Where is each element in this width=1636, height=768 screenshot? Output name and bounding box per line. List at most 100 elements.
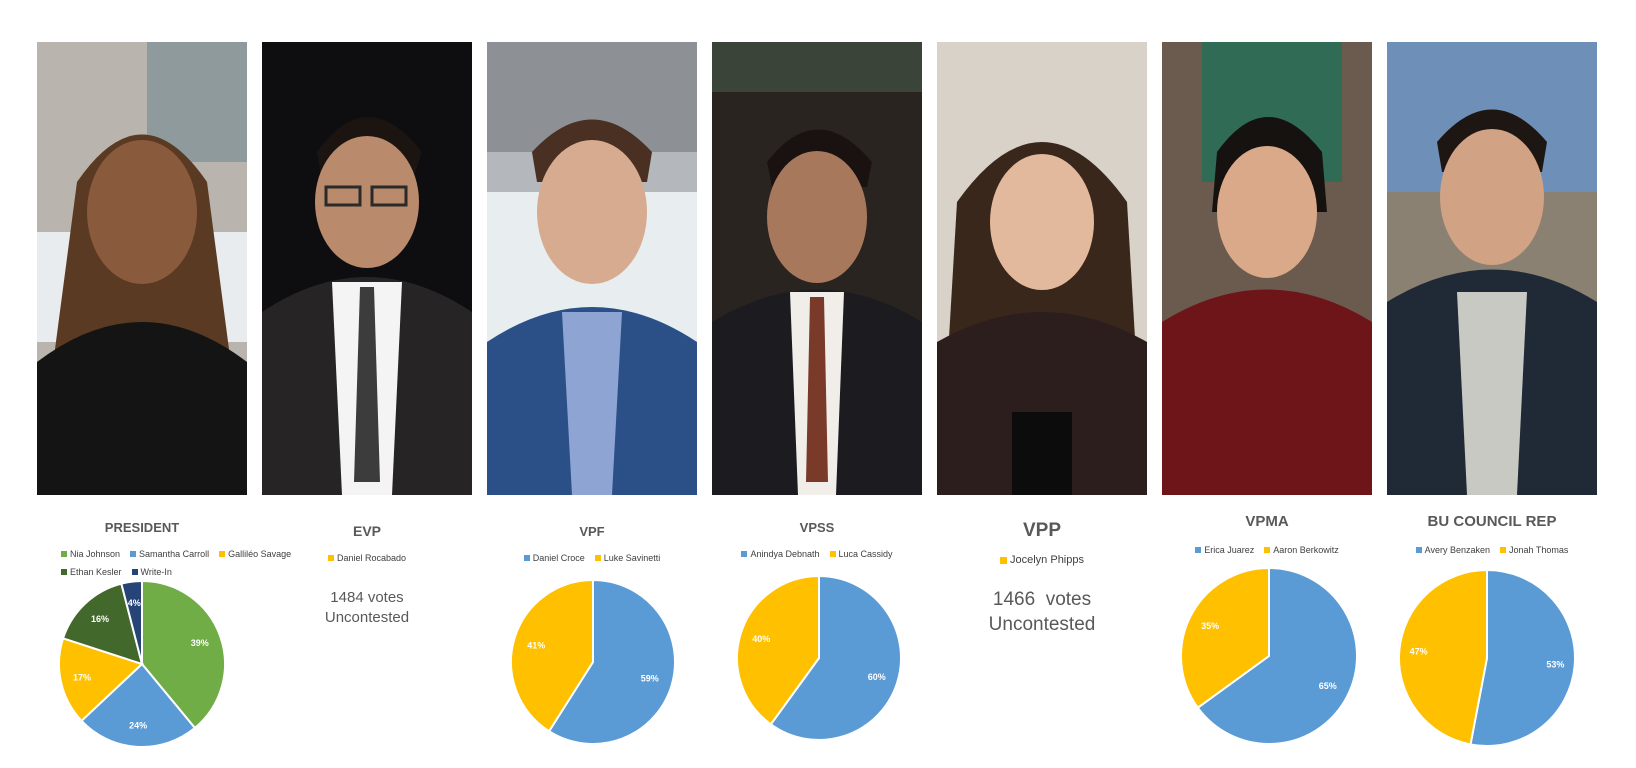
vote-count: 1484 votes — [330, 589, 404, 606]
pie-chart: 59% 41% — [510, 578, 676, 745]
bu-council-rep-results: BU COUNCIL REP Avery Benzaken Jonah Thom… — [1387, 500, 1597, 768]
candidate-photo-evp — [262, 42, 472, 495]
pie-data-label: 17% — [73, 672, 91, 682]
legend-item: Avery Benzaken — [1415, 545, 1490, 555]
legend-swatch — [1500, 547, 1506, 553]
legend-item: Ethan Kesler — [61, 567, 122, 577]
legend-label: Nia Johnson — [70, 549, 121, 559]
legend-label: Aaron Berkowitz — [1273, 545, 1339, 555]
candidate-photo-president — [37, 42, 247, 495]
chart-legend: Avery Benzaken Jonah Thomas — [1387, 545, 1597, 560]
pie-data-label: 65% — [1319, 681, 1337, 691]
pie-slice — [1469, 568, 1576, 747]
candidate-photo-vpss — [712, 42, 922, 495]
candidate-photo-vpp — [937, 42, 1147, 495]
pie-data-label: 59% — [641, 673, 659, 683]
pie-slice — [61, 582, 144, 666]
chart-legend: Nia Johnson Samantha Carroll Galliléo Sa… — [37, 549, 291, 582]
legend-swatch — [1195, 547, 1202, 553]
pie-chart: 60% 40% — [736, 574, 902, 741]
legend-swatch — [1415, 547, 1422, 553]
legend-item: Anindya Debnath — [741, 549, 820, 559]
pie-data-label: 16% — [91, 614, 109, 624]
pie-slice — [736, 574, 820, 726]
legend-label: Jocelyn Phipps — [1010, 554, 1084, 566]
legend-label: Luca Cassidy — [838, 549, 893, 559]
legend-item: Luke Savinetti — [594, 553, 661, 563]
legend-swatch — [1264, 547, 1271, 553]
chart-legend: Daniel Rocabado — [262, 553, 472, 568]
chart-title: VPF — [579, 524, 605, 539]
candidate-photo-bu-council-rep — [1387, 42, 1597, 495]
legend-swatch — [594, 555, 601, 561]
pie-data-label: 35% — [1201, 621, 1219, 631]
legend-swatch — [741, 551, 748, 557]
legend-item: Daniel Croce — [523, 553, 585, 563]
legend-label: Luke Savinetti — [603, 553, 661, 563]
pie-slice — [1196, 566, 1358, 745]
pie-data-label: 4% — [128, 598, 141, 608]
legend-swatch — [61, 569, 67, 575]
vpma-results: VPMA Erica Juarez Aaron Berkowitz 65% 35% — [1162, 500, 1372, 768]
legend-item: Daniel Rocabado — [327, 553, 406, 563]
pie-slice — [58, 637, 144, 723]
pie-data-label: 47% — [1410, 647, 1428, 657]
pie-slice — [510, 578, 594, 733]
legend-item: Jonah Thomas — [1500, 545, 1568, 555]
legend-item: Write-In — [131, 567, 172, 577]
chart-title: EVP — [352, 523, 381, 539]
pie-data-label: 40% — [752, 634, 770, 644]
legend-item: Jocelyn Phipps — [1000, 554, 1084, 566]
uncontested-label: Uncontested — [324, 608, 410, 626]
pie-data-label: 39% — [191, 638, 209, 648]
vpss-results: VPSS Anindya Debnath Luca Cassidy 60% 40% — [712, 500, 922, 768]
legend-label: Write-In — [140, 567, 172, 577]
legend-swatch — [327, 555, 334, 561]
vote-count: 1466 votes — [992, 589, 1092, 610]
pie-slice — [1180, 566, 1270, 710]
chart-legend: Daniel Croce Luke Savinetti — [487, 553, 697, 568]
legend-label: Avery Benzaken — [1424, 545, 1490, 555]
chart-title: VPP — [1022, 520, 1062, 541]
pie-data-label: 41% — [527, 641, 545, 651]
legend-swatch — [523, 555, 530, 561]
legend-item: Erica Juarez — [1195, 545, 1254, 555]
legend-swatch — [219, 551, 226, 557]
uncontested-label: Uncontested — [988, 613, 1096, 635]
legend-swatch — [829, 551, 836, 557]
chart-title: PRESIDENT — [104, 520, 180, 535]
legend-label: Samantha Carroll — [139, 549, 210, 559]
legend-item: Galliléo Savage — [219, 549, 291, 559]
pie-slice — [80, 662, 197, 748]
pie-chart: 53% 47% — [1398, 568, 1576, 747]
pie-slice — [769, 574, 902, 741]
president-results: PRESIDENT Nia Johnson Samantha Carroll G… — [37, 500, 291, 768]
legend-label: Daniel Croce — [532, 553, 585, 563]
legend-swatch — [130, 551, 137, 557]
legend-label: Anindya Debnath — [750, 549, 820, 559]
pie-slice — [1398, 568, 1488, 746]
pie-data-label: 53% — [1546, 659, 1564, 669]
chart-legend: Jocelyn Phipps — [937, 554, 1147, 571]
evp-results: EVP Daniel Rocabado 1484 votes Uncontest… — [262, 500, 472, 768]
chart-legend: Erica Juarez Aaron Berkowitz — [1162, 545, 1372, 560]
chart-title: VPMA — [1245, 513, 1289, 530]
legend-label: Erica Juarez — [1204, 545, 1255, 555]
legend-item: Luca Cassidy — [829, 549, 893, 559]
candidate-photo-vpf — [487, 42, 697, 495]
pie-slice — [547, 578, 676, 745]
uncontested-result: 1466 votes Uncontested — [937, 588, 1147, 637]
legend-swatch — [131, 569, 138, 575]
chart-title: BU COUNCIL REP — [1427, 513, 1557, 530]
pie-slice — [120, 579, 143, 665]
legend-swatch — [61, 551, 67, 557]
legend-swatch — [1000, 556, 1007, 564]
pie-data-label: 60% — [868, 672, 886, 682]
vpf-results: VPF Daniel Croce Luke Savinetti 59% 41% — [487, 500, 697, 768]
vpp-results: VPP Jocelyn Phipps 1466 votes Unconteste… — [937, 500, 1147, 768]
legend-item: Nia Johnson — [61, 549, 120, 559]
pie-chart: 39% 24% 17% 16% 4% — [58, 579, 226, 748]
chart-legend: Anindya Debnath Luca Cassidy — [712, 549, 922, 564]
legend-item: Aaron Berkowitz — [1264, 545, 1339, 555]
uncontested-result: 1484 votes Uncontested — [262, 588, 472, 627]
